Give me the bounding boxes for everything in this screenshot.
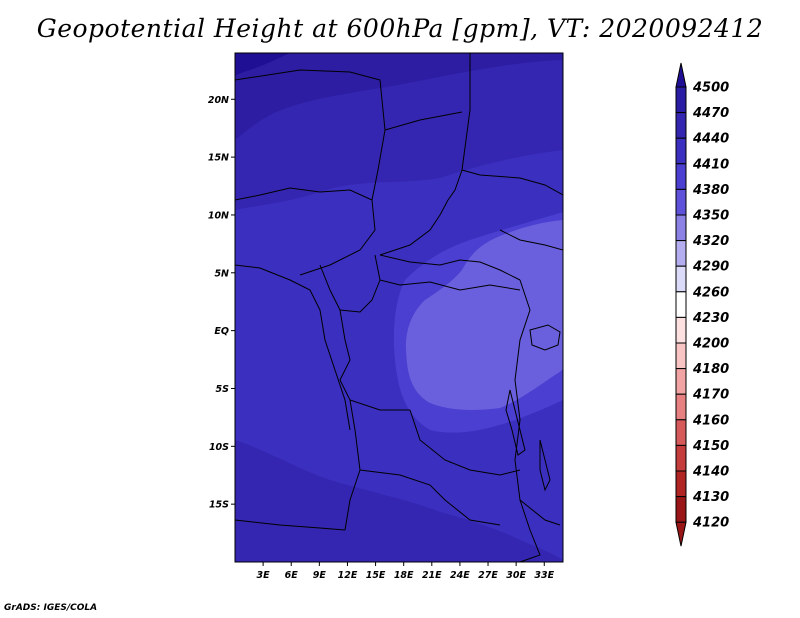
border-lake-victoria: [529, 324, 561, 351]
field-band-4470-north: [235, 53, 563, 140]
lat-tick-label: 10S: [209, 442, 229, 453]
colorbar-label: 4120: [692, 516, 729, 531]
border-lake-malawi: [539, 439, 551, 492]
colorbar-label: 4150: [692, 439, 729, 454]
lon-tick-label: 24E: [450, 570, 470, 581]
border-north: [235, 69, 386, 201]
colorbar-label: 4260: [692, 285, 729, 300]
colorbar-top-arrow: [675, 62, 687, 88]
colorbar-swatch: [675, 393, 687, 421]
colorbar-label: 4320: [692, 234, 729, 249]
latitude-axis: 20N 15N 10N 5N EQ 5S 10S 15S: [208, 95, 235, 511]
colorbar-swatch: [675, 265, 687, 293]
colorbar-label: 4130: [692, 490, 729, 505]
colorbar-label: 4170: [692, 388, 729, 403]
colorbar-swatch: [675, 240, 687, 267]
colorbar-swatch: [675, 316, 687, 344]
colorbar-bottom-arrow: [675, 521, 687, 547]
lon-tick-label: 21E: [422, 570, 442, 581]
border-mozambique: [519, 499, 541, 562]
colorbar-label: 4350: [692, 209, 729, 224]
border-sudan-south: [499, 229, 563, 251]
map-frame: [234, 52, 564, 563]
colorbar-swatch: [675, 470, 687, 498]
colorbar-swatch: [675, 163, 687, 190]
lon-tick-label: 9E: [313, 570, 327, 581]
colorbar-swatch: [675, 137, 687, 165]
lat-tick-label: 5S: [216, 384, 230, 395]
lat-tick-label: 5N: [214, 268, 229, 279]
border-ethiopia: [461, 169, 563, 196]
colorbar-swatch: [675, 214, 687, 242]
colorbar-label: 4180: [692, 362, 729, 377]
border-lake-tanganyika: [505, 389, 526, 456]
lat-tick-label: 20N: [208, 95, 229, 106]
lon-tick-label: 6E: [285, 570, 299, 581]
lon-tick-label: 18E: [394, 570, 414, 581]
colorbar-label: 4410: [692, 157, 729, 172]
field-region-4350: [405, 220, 563, 410]
colorbar-swatch: [675, 112, 687, 139]
lon-tick-label: 3E: [257, 570, 271, 581]
border-drc-zambia: [409, 409, 521, 476]
lat-tick-label: 15S: [209, 500, 229, 511]
lon-tick-label: 15E: [366, 570, 386, 581]
lon-tick-label: 27E: [478, 570, 498, 581]
grads-credit: GrADS: IGES/COLA: [4, 603, 98, 613]
colorbar-label: 4500: [692, 81, 729, 96]
lat-tick-label: 10N: [208, 210, 229, 221]
colorbar-label: 4160: [692, 413, 729, 428]
border-east: [514, 279, 561, 526]
colorbar-swatch: [675, 291, 687, 318]
map-title: Geopotential Height at 600hPa [gpm], VT:…: [36, 14, 764, 43]
colorbar-swatch: [675, 419, 687, 446]
border-nigeria: [235, 187, 376, 276]
lat-tick-label: 15N: [208, 153, 229, 164]
geopotential-field: [235, 53, 563, 562]
colorbar-swatch: [675, 444, 687, 472]
border-zambia-south: [359, 469, 501, 526]
border-congo: [339, 309, 410, 411]
field-band-4440-south: [235, 440, 563, 562]
colorbar: 4500 4470 4440 4410 4380 4350 4320 4290 4260 4230…: [675, 62, 729, 547]
country-borders: [235, 53, 563, 562]
border-niger-chad: [384, 111, 463, 131]
border-car: [379, 254, 521, 281]
colorbar-label: 4200: [692, 337, 729, 352]
field-peak-4500: [235, 53, 290, 76]
colorbar-label: 4140: [692, 465, 729, 480]
colorbar-swatch: [675, 86, 687, 114]
colorbar-swatch: [675, 368, 687, 395]
colorbar-label: 4380: [692, 183, 729, 198]
lon-tick-label: 30E: [506, 570, 526, 581]
colorbar-label: 4230: [692, 311, 729, 326]
colorbar-label: 4470: [692, 106, 729, 121]
colorbar-swatch: [675, 188, 687, 216]
colorbar-swatch: [675, 496, 687, 523]
border-coast: [235, 264, 351, 431]
border-chad-sudan: [379, 199, 449, 256]
lon-tick-label: 12E: [338, 570, 358, 581]
colorbar-label: 4290: [692, 260, 729, 275]
lon-tick-label: 33E: [534, 570, 554, 581]
colorbar-swatch: [675, 342, 687, 370]
colorbar-label: 4440: [692, 132, 729, 147]
border-car-drc: [379, 279, 521, 291]
border-namibia: [235, 519, 346, 531]
lat-tick-label: EQ: [214, 326, 229, 337]
longitude-axis: 3E 6E 9E 12E 15E 18E 21E 24E 27E 30E 33E: [257, 562, 555, 581]
